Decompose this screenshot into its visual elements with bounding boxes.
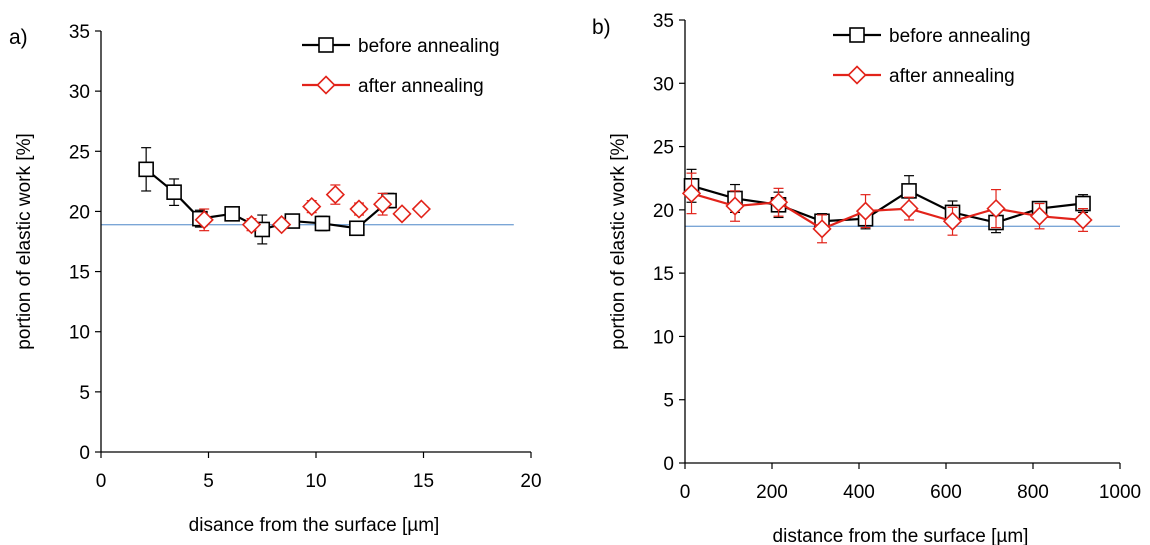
- data-point: [241, 215, 262, 235]
- y-axis-title: portion of elastic work [%]: [608, 133, 629, 349]
- y-tick-label: 30: [653, 74, 674, 95]
- legend-label: after annealing: [889, 66, 1015, 87]
- data-point: [901, 183, 917, 199]
- y-tick-label: 15: [653, 264, 674, 285]
- data-point: [373, 194, 393, 214]
- y-tick-label: 20: [69, 202, 90, 223]
- y-tick-label: 5: [79, 383, 90, 404]
- x-tick-label: 5: [203, 471, 214, 492]
- data-point: [411, 199, 431, 219]
- data-point: [1073, 210, 1093, 230]
- x-tick-label: 0: [680, 482, 691, 503]
- y-tick-label: 30: [69, 82, 90, 103]
- legend-entry: after annealing: [833, 65, 1015, 87]
- x-tick-label: 1000: [1099, 482, 1141, 503]
- legend-label: before annealing: [358, 36, 500, 57]
- chart-panel-b: 0 5 10 15 20 25 30 35 0 200 400 600 800 1000 distance …: [592, 11, 1141, 545]
- series-line: [691, 184, 1084, 224]
- data-point: [899, 198, 919, 219]
- x-tick-label: 15: [413, 471, 434, 492]
- data-point: [812, 219, 832, 239]
- panel-label: a): [9, 26, 28, 49]
- y-tick-label: 10: [653, 327, 674, 348]
- legend-marker: [316, 75, 336, 95]
- x-tick-label: 20: [520, 471, 541, 492]
- legend-entry: before annealing: [833, 26, 1031, 47]
- x-tick-label: 600: [930, 482, 962, 503]
- chart-panel-a: 0 5 10 15 20 25 30 35 0 5 10 15 20 disance from the s…: [9, 22, 542, 536]
- y-tick-label: 35: [69, 22, 90, 43]
- x-axis-title: disance from the surface [µm]: [189, 515, 440, 536]
- y-tick-label: 0: [663, 454, 674, 475]
- data-point: [349, 199, 369, 219]
- y-tick-label: 20: [653, 201, 674, 222]
- data-point: [681, 183, 702, 204]
- y-tick-label: 5: [663, 391, 674, 412]
- data-point: [768, 192, 789, 212]
- y-tick-label: 25: [69, 142, 90, 163]
- data-point: [325, 184, 345, 205]
- legend-entry: after annealing: [302, 75, 484, 97]
- data-point: [942, 211, 963, 231]
- data-point: [138, 161, 154, 178]
- y-tick-label: 35: [653, 11, 674, 32]
- legend-marker: [318, 37, 334, 53]
- data-point: [855, 201, 876, 221]
- data-point: [194, 210, 214, 230]
- legend-label: before annealing: [889, 26, 1031, 47]
- legend-label: after annealing: [358, 76, 484, 97]
- series-after-annealing: [681, 172, 1093, 244]
- y-tick-label: 10: [69, 323, 90, 344]
- x-tick-label: 400: [843, 482, 875, 503]
- data-point: [986, 198, 1006, 219]
- data-point: [224, 206, 240, 222]
- x-axis-title: distance from the surface [µm]: [773, 526, 1029, 545]
- data-point: [302, 196, 322, 217]
- legend-entry: before annealing: [302, 36, 500, 57]
- y-axis-title: portion of elastic work [%]: [14, 133, 35, 349]
- y-tick-label: 0: [79, 443, 90, 464]
- data-point: [392, 204, 412, 224]
- x-tick-label: 200: [756, 482, 788, 503]
- data-point: [349, 220, 365, 237]
- series-line: [145, 168, 390, 231]
- x-tick-label: 800: [1017, 482, 1049, 503]
- series-after-annealing: [194, 184, 431, 235]
- series-before-annealing: [683, 168, 1091, 234]
- x-tick-label: 10: [305, 471, 326, 492]
- y-tick-label: 25: [653, 138, 674, 159]
- x-tick-label: 0: [96, 471, 107, 492]
- data-point: [725, 196, 745, 216]
- data-point: [271, 215, 292, 235]
- series-line: [691, 192, 1084, 231]
- legend-marker: [849, 27, 865, 43]
- legend-marker: [847, 65, 867, 85]
- data-point: [314, 215, 331, 232]
- data-point: [1029, 206, 1050, 226]
- panel-label: b): [592, 16, 611, 39]
- y-tick-label: 15: [69, 263, 90, 284]
- data-point: [166, 184, 182, 200]
- series-before-annealing: [138, 147, 397, 245]
